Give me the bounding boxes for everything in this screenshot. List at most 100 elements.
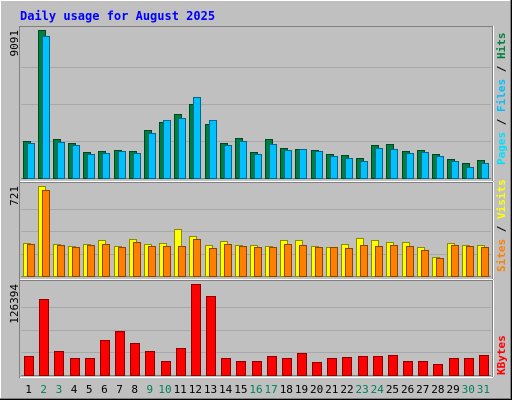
x-tick-label: 29 <box>446 383 459 396</box>
bar-files-day-11 <box>178 118 186 179</box>
bar-sites-day-7 <box>118 247 126 277</box>
legend-separator: / <box>495 59 508 79</box>
bar-sites-day-16 <box>254 247 262 277</box>
bar-kbytes-day-7 <box>115 331 125 376</box>
x-tick-label: 15 <box>234 383 247 396</box>
bar-files-day-9 <box>148 133 156 179</box>
x-tick-label: 23 <box>356 383 369 396</box>
x-tick-label: 17 <box>265 383 278 396</box>
bar-kbytes-day-24 <box>373 356 383 376</box>
bar-kbytes-day-15 <box>236 361 246 376</box>
bar-sites-day-1 <box>27 244 35 277</box>
bar-files-day-28 <box>436 156 444 179</box>
bar-sites-day-12 <box>193 239 201 277</box>
x-tick-label: 5 <box>86 383 93 396</box>
bar-files-day-5 <box>87 154 95 179</box>
bar-sites-day-18 <box>284 244 292 277</box>
x-tick-label: 2 <box>40 383 47 396</box>
x-tick-label: 25 <box>386 383 399 396</box>
bar-files-day-29 <box>451 161 459 179</box>
bar-files-day-22 <box>345 158 353 179</box>
bar-sites-day-31 <box>481 247 489 277</box>
bar-sites-day-3 <box>57 245 65 277</box>
x-tick-label: 18 <box>280 383 293 396</box>
bar-files-day-4 <box>72 145 80 179</box>
x-tick-label: 22 <box>340 383 353 396</box>
legend-group: KBytes <box>495 335 508 375</box>
bar-kbytes-day-5 <box>85 358 95 376</box>
bar-sites-day-13 <box>209 248 217 277</box>
bar-kbytes-day-1 <box>24 356 34 376</box>
bar-kbytes-day-13 <box>206 296 216 376</box>
bar-sites-day-14 <box>224 244 232 277</box>
bar-files-day-23 <box>360 161 368 179</box>
bar-kbytes-day-9 <box>145 351 155 376</box>
bar-files-day-27 <box>421 152 429 179</box>
x-tick-label: 28 <box>431 383 444 396</box>
bar-kbytes-day-20 <box>312 362 322 376</box>
bar-sites-day-22 <box>345 248 353 277</box>
bar-files-day-19 <box>299 149 307 179</box>
bar-sites-day-29 <box>451 245 459 277</box>
bar-files-day-31 <box>481 163 489 179</box>
bar-files-day-18 <box>284 150 292 179</box>
bar-kbytes-day-30 <box>464 358 474 376</box>
x-tick-label: 19 <box>295 383 308 396</box>
x-tick-label: 4 <box>71 383 78 396</box>
bar-kbytes-day-31 <box>479 355 489 376</box>
bar-kbytes-day-27 <box>418 361 428 376</box>
x-tick-label: 3 <box>56 383 63 396</box>
bar-sites-day-2 <box>42 190 50 277</box>
bar-sites-day-25 <box>390 245 398 277</box>
legend-hits: Hits <box>495 33 508 60</box>
bar-files-day-3 <box>57 142 65 179</box>
bar-kbytes-day-17 <box>267 356 277 376</box>
x-tick-label: 14 <box>219 383 233 396</box>
bar-kbytes-day-12 <box>191 284 201 376</box>
x-tick-label: 31 <box>477 383 490 396</box>
x-tick-label: 27 <box>416 383 429 396</box>
bar-kbytes-day-25 <box>388 355 398 376</box>
bar-files-day-13 <box>209 120 217 179</box>
bar-sites-day-27 <box>421 250 429 277</box>
legend-group: Sites / Visits <box>495 179 508 272</box>
bar-sites-day-6 <box>102 244 110 277</box>
x-tick-label: 21 <box>325 383 338 396</box>
bar-sites-day-21 <box>330 247 338 277</box>
legend-separator: / <box>495 219 508 239</box>
bar-files-day-26 <box>406 153 414 179</box>
bar-sites-day-11 <box>178 246 186 277</box>
bar-files-day-30 <box>466 167 474 179</box>
legend-sites: Sites <box>495 239 508 272</box>
bar-kbytes-day-14 <box>221 358 231 376</box>
bar-sites-day-24 <box>375 246 383 277</box>
bar-kbytes-day-26 <box>403 361 413 376</box>
legend-pages: Pages <box>495 132 508 165</box>
bar-kbytes-day-11 <box>176 348 186 376</box>
bar-kbytes-day-29 <box>449 358 459 376</box>
bar-files-day-20 <box>315 151 323 179</box>
legend-visits: Visits <box>495 179 508 219</box>
bar-sites-day-10 <box>163 246 171 277</box>
bar-files-day-8 <box>133 153 141 179</box>
bar-files-day-1 <box>27 143 35 179</box>
bar-kbytes-day-21 <box>327 358 337 376</box>
x-tick-label: 13 <box>204 383 217 396</box>
bar-sites-day-23 <box>360 245 368 277</box>
bar-sites-day-9 <box>148 246 156 277</box>
x-tick-label: 10 <box>158 383 171 396</box>
bar-files-day-7 <box>118 151 126 179</box>
x-tick-label: 16 <box>249 383 262 396</box>
legend-group: Pages / Files / Hits <box>495 33 508 166</box>
y-max-label: 126394 <box>8 284 21 324</box>
x-tick-label: 6 <box>101 383 108 396</box>
bar-sites-day-19 <box>299 245 307 277</box>
x-tick-label: 9 <box>147 383 154 396</box>
bar-kbytes-day-10 <box>161 361 171 376</box>
bar-files-day-15 <box>239 141 247 179</box>
bar-sites-day-5 <box>87 245 95 277</box>
legend-files: Files <box>495 79 508 112</box>
x-tick-label: 26 <box>401 383 414 396</box>
bar-files-day-16 <box>254 154 262 179</box>
